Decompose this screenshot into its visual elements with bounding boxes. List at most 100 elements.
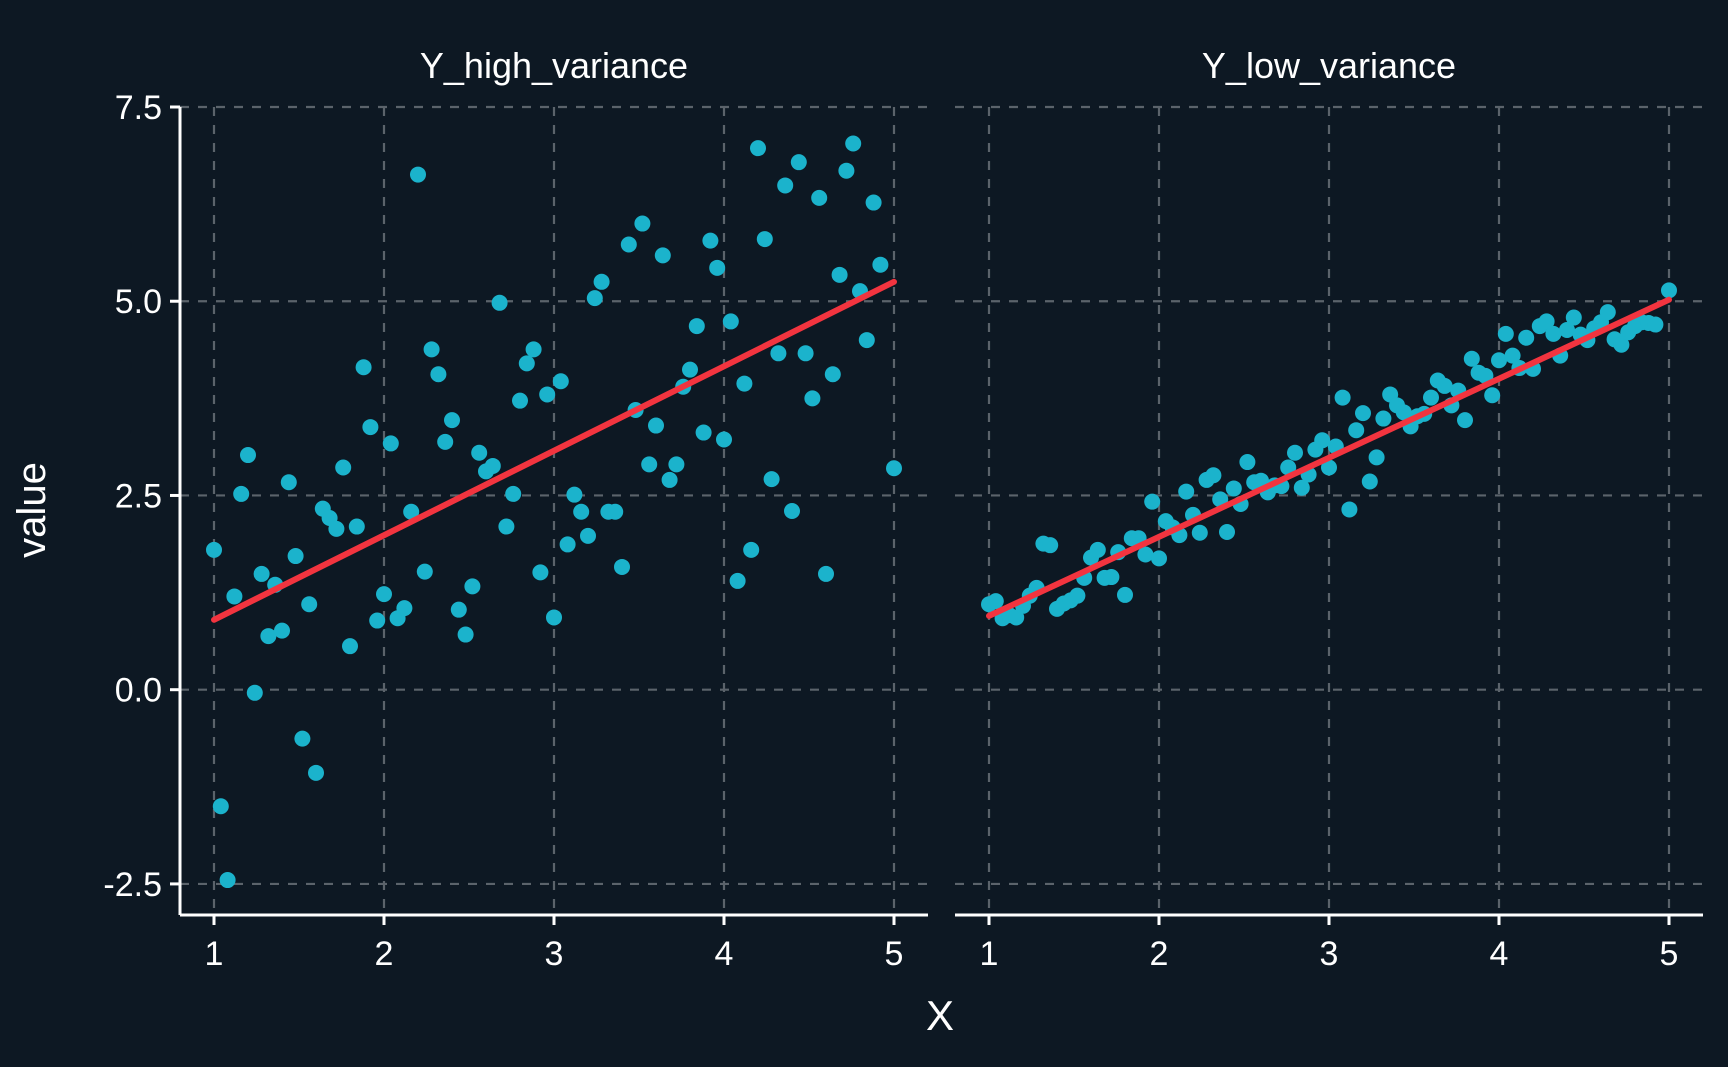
- trend-line: [986, 296, 1672, 619]
- data-point: [1647, 316, 1664, 333]
- data-point: [294, 730, 311, 747]
- data-point: [763, 471, 780, 488]
- data-point: [430, 366, 447, 383]
- data-point: [824, 366, 841, 383]
- data-point: [1559, 321, 1575, 338]
- data-point: [777, 177, 794, 194]
- data-point: [1341, 501, 1358, 518]
- data-point: [1117, 586, 1133, 603]
- x-tick-label: 2: [1150, 935, 1169, 973]
- y-tick-label: 7.5: [115, 89, 162, 127]
- data-point: [811, 189, 828, 206]
- data-point: [580, 527, 596, 544]
- data-point: [1599, 304, 1616, 321]
- data-point: [301, 596, 318, 613]
- data-point: [253, 565, 270, 582]
- data-point: [865, 194, 882, 211]
- data-point: [240, 447, 256, 464]
- x-tick-label: 5: [885, 935, 904, 973]
- data-point: [1137, 546, 1154, 563]
- data-point: [1436, 377, 1453, 394]
- data-point: [614, 558, 630, 575]
- data-point: [593, 273, 610, 290]
- data-point: [1103, 569, 1120, 586]
- facet-panel-high-variance: 1 2 3 4 5 Y_high_variance: [180, 45, 928, 973]
- data-point: [1613, 336, 1630, 353]
- y-tick-label: 5.0: [115, 283, 162, 321]
- data-point: [695, 424, 712, 441]
- data-point: [437, 433, 454, 450]
- data-point: [1484, 387, 1501, 404]
- data-point: [464, 578, 481, 595]
- data-point: [308, 764, 324, 781]
- data-point: [831, 266, 848, 283]
- data-point: [845, 135, 862, 152]
- data-point: [858, 332, 875, 349]
- data-point: [682, 361, 698, 378]
- data-point: [1287, 444, 1303, 461]
- data-point: [654, 247, 671, 264]
- data-point: [1191, 524, 1208, 541]
- data-point: [1395, 404, 1412, 421]
- data-point: [743, 541, 760, 558]
- x-tick-label: 1: [205, 935, 224, 973]
- data-point: [287, 548, 304, 565]
- y-tick-label: -2.5: [103, 866, 162, 904]
- data-point: [362, 419, 379, 436]
- data-point: [1565, 309, 1582, 326]
- data-point: [641, 456, 658, 473]
- data-point: [886, 460, 902, 477]
- data-point: [1368, 449, 1385, 466]
- data-point: [246, 684, 263, 701]
- data-point: [634, 215, 651, 232]
- data-point: [756, 231, 773, 248]
- data-point: [260, 628, 277, 645]
- data-point: [1280, 459, 1297, 476]
- data-point: [274, 622, 290, 639]
- data-point: [219, 872, 236, 889]
- data-point: [1661, 282, 1677, 299]
- x-tick-label: 4: [715, 935, 734, 973]
- data-point: [987, 593, 1004, 610]
- data-point: [280, 474, 297, 491]
- data-point: [410, 166, 426, 183]
- data-point: [539, 386, 556, 403]
- data-point: [1178, 483, 1195, 500]
- x-tick-label: 3: [545, 935, 564, 973]
- data-point: [1151, 550, 1167, 567]
- facet-title: Y_high_variance: [420, 45, 688, 86]
- data-point: [804, 390, 821, 407]
- data-point: [532, 564, 549, 581]
- data-point: [573, 503, 590, 520]
- data-point: [784, 503, 800, 519]
- data-point: [525, 341, 542, 358]
- data-point: [1089, 541, 1106, 558]
- data-point: [1348, 422, 1365, 439]
- data-point: [403, 503, 420, 520]
- data-point: [1321, 459, 1337, 476]
- data-point: [1423, 389, 1439, 406]
- data-point: [376, 586, 392, 603]
- x-tick-label: 3: [1320, 935, 1339, 973]
- data-point: [1491, 352, 1507, 369]
- x-tick-label: 1: [980, 935, 999, 973]
- data-point: [722, 313, 739, 330]
- data-point: [1144, 493, 1161, 510]
- data-point: [797, 345, 814, 362]
- trend-line: [211, 278, 897, 623]
- y-tick-label: 2.5: [115, 477, 162, 515]
- data-point: [512, 392, 528, 409]
- x-tick-label: 2: [375, 935, 394, 973]
- data-point: [702, 232, 719, 249]
- data-point: [1361, 473, 1378, 490]
- data-point: [518, 355, 535, 372]
- data-point: [716, 431, 732, 448]
- facet-panel-low-variance: 1 2 3 4 5 Y_low_variance: [955, 45, 1703, 973]
- data-point: [661, 471, 678, 488]
- data-point: [1545, 325, 1562, 342]
- data-point: [212, 798, 229, 815]
- y-axis-title: value: [10, 462, 54, 558]
- data-point: [790, 154, 807, 171]
- data-point: [1477, 367, 1494, 384]
